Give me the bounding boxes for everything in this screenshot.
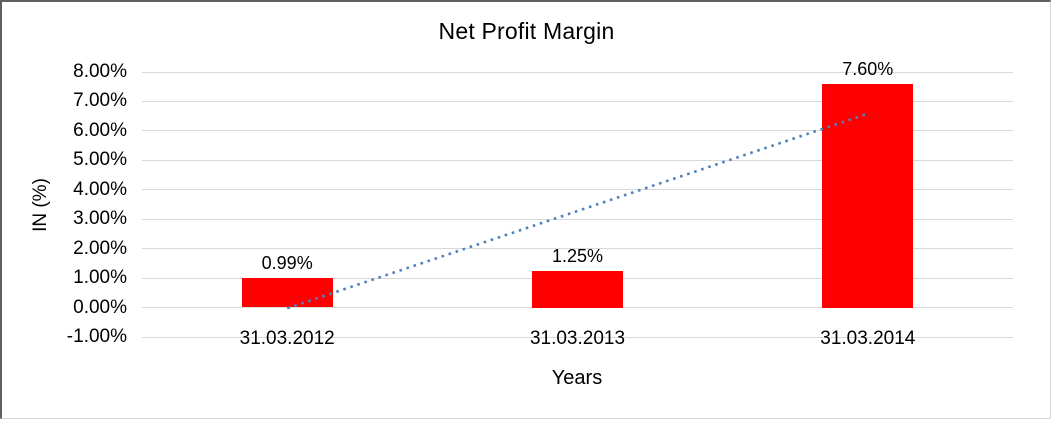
y-axis-tick-label: -1.00%	[66, 326, 127, 347]
gridline	[142, 307, 1013, 309]
trendline-dotted-segment	[286, 112, 869, 310]
y-axis-tick-label: 1.00%	[73, 267, 127, 289]
y-axis-title: IN (%)	[30, 178, 51, 232]
bar-31.03.2014	[822, 83, 914, 308]
y-axis-tick-label: 3.00%	[73, 208, 127, 230]
x-axis-category-label: 31.03.2012	[239, 327, 335, 349]
y-axis-tick-label: 4.00%	[73, 178, 127, 200]
x-axis-category-label: 31.03.2014	[820, 327, 916, 349]
y-axis-tick-label: 7.00%	[73, 90, 127, 112]
y-axis-tick-label: 0.00%	[73, 296, 127, 318]
y-axis-tick-label: 8.00%	[73, 61, 127, 82]
gridline	[142, 336, 1013, 338]
bar-value-label: 7.60%	[842, 58, 894, 79]
y-axis-tick-label: 2.00%	[73, 237, 127, 259]
y-axis-tick-label: 6.00%	[73, 119, 127, 141]
x-axis-title: Years	[551, 367, 603, 389]
bar-value-label: 0.99%	[261, 253, 313, 274]
gridline	[142, 218, 1013, 220]
gridline	[142, 130, 1013, 132]
gridline	[142, 71, 1013, 73]
gridline	[142, 100, 1013, 102]
y-axis-tick-label: 5.00%	[73, 149, 127, 171]
chart-title: Net Profit Margin	[438, 18, 615, 44]
x-axis-category-label: 31.03.2013	[529, 327, 626, 349]
gridline	[142, 189, 1013, 191]
gridline	[142, 248, 1013, 250]
gridline	[142, 159, 1013, 161]
bar-31.03.2013	[532, 270, 623, 308]
linear-trendline	[286, 112, 869, 310]
bar-31.03.2012	[241, 278, 333, 308]
bar-value-label: 1.25%	[551, 245, 604, 266]
